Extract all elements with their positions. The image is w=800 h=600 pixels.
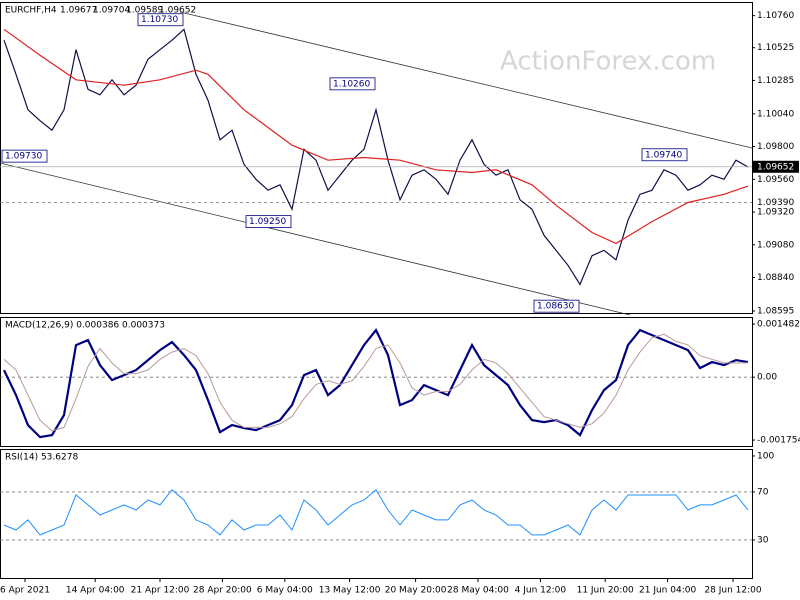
y-tick-label: 1.08840 [757, 273, 794, 283]
y-tick-label: 1.10285 [757, 76, 794, 86]
annotation-label: 1.09730 [5, 152, 42, 162]
panel-frame [0, 449, 753, 579]
annotation-box [1, 149, 48, 163]
level-label: 1.09390 [757, 198, 794, 208]
annotation-label: 1.09250 [249, 217, 286, 227]
annotation-box [641, 148, 688, 162]
y-tick-label: 1.09800 [757, 142, 794, 152]
channel-line [179, 11, 753, 149]
series-line [3, 489, 749, 536]
y-tick-label: 0.00 [757, 373, 777, 383]
panel-title: MACD(12,26,9) 0.000386 0.000373 [5, 321, 165, 331]
channel-line [0, 162, 631, 316]
series-line [3, 28, 749, 245]
y-tick-label: 1.08595 [757, 306, 794, 316]
annotation-label: 1.09740 [645, 150, 682, 160]
x-tick-label: 11 Jun 20:00 [577, 586, 634, 596]
x-tick-label: 13 May 12:00 [319, 586, 381, 596]
x-tick-label: 4 Jun 12:00 [515, 586, 567, 596]
y-tick-label: 1.10040 [757, 109, 794, 119]
panel-title: RSI(14) 53.6278 [5, 453, 78, 463]
panel-title: EURCHF,H4 [5, 6, 57, 16]
last-price-label: 1.09652 [757, 162, 794, 172]
panel-frame [0, 2, 753, 314]
y-tick-label: 1.10760 [757, 11, 794, 21]
annotation-box [245, 215, 292, 229]
y-tick-label: 1.09560 [757, 175, 794, 185]
y-tick-label: 100 [757, 451, 774, 461]
x-tick-label: 14 Apr 04:00 [66, 586, 125, 596]
quote-value: 1.09652 [159, 6, 196, 16]
quote-value: 1.09677 [60, 6, 97, 16]
y-tick-label: 0.001482 [757, 320, 800, 330]
annotation-box [137, 13, 184, 27]
quote-value: 1.09704 [93, 6, 130, 16]
y-tick-label: -0.001754 [757, 436, 800, 446]
x-tick-label: 28 May 04:00 [447, 586, 509, 596]
watermark: ActionForex.com [500, 47, 716, 77]
annotation-label: 1.08630 [537, 302, 574, 312]
panel-frame [0, 317, 753, 447]
x-tick-label: 20 May 20:00 [385, 586, 447, 596]
x-tick-label: 6 Apr 2021 [0, 586, 50, 596]
x-tick-label: 21 Apr 12:00 [131, 586, 190, 596]
y-tick-label: 1.10525 [757, 43, 794, 53]
y-tick-label: 30 [757, 535, 769, 545]
y-tick-label: 1.09320 [757, 208, 794, 218]
y-tick-label: 1.09080 [757, 240, 794, 250]
annotation-label: 1.10260 [333, 79, 370, 89]
y-tick-label: 70 [757, 487, 769, 497]
annotation-label: 1.10730 [141, 15, 178, 25]
x-tick-label: 6 May 04:00 [257, 586, 313, 596]
series-line [3, 333, 748, 432]
annotation-box [329, 77, 376, 91]
last-price-box [753, 160, 799, 173]
x-tick-label: 28 Apr 20:00 [193, 586, 252, 596]
x-tick-label: 21 Jun 04:00 [639, 586, 696, 596]
annotation-box [533, 299, 580, 313]
quote-value: 1.09589 [126, 6, 163, 16]
x-tick-label: 28 Jun 12:00 [704, 586, 761, 596]
series-line [3, 28, 749, 286]
